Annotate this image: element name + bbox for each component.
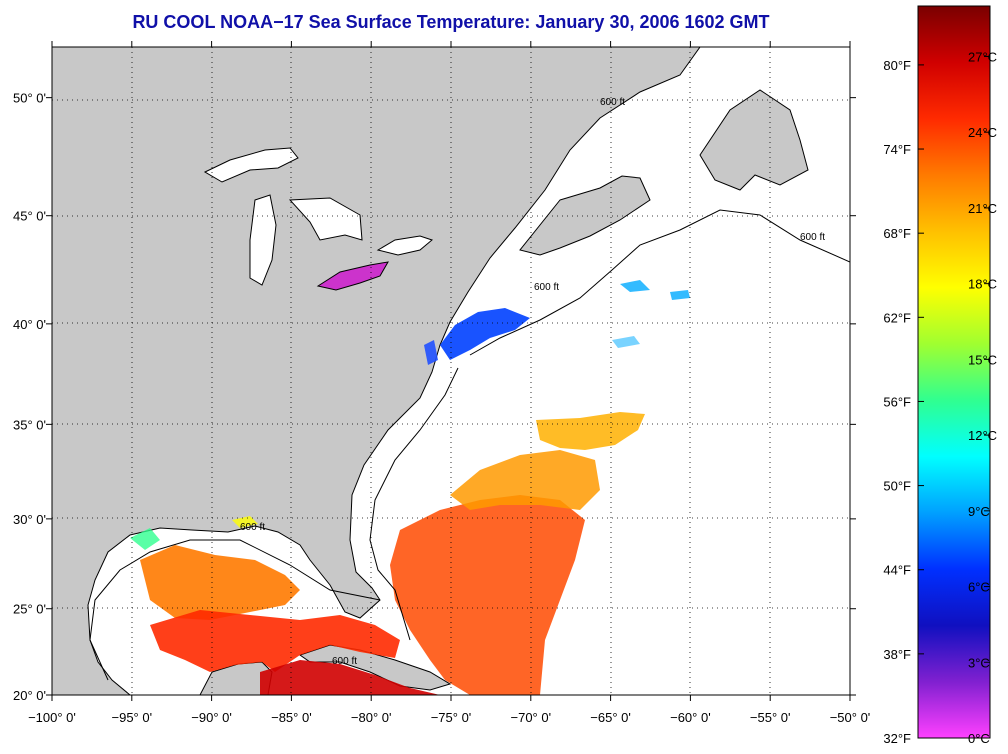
longitude-label: −75° 0' bbox=[431, 710, 472, 725]
sst-data-patches bbox=[130, 280, 690, 695]
fahrenheit-label: 50°F bbox=[883, 479, 911, 494]
contour-label: 600 ft bbox=[800, 232, 825, 243]
map-title: RU COOL NOAA−17 Sea Surface Temperature:… bbox=[132, 12, 770, 32]
contour-label: 600 ft bbox=[600, 97, 625, 108]
celsius-label: 27°C bbox=[968, 49, 997, 64]
lake-ontario bbox=[376, 235, 434, 256]
fahrenheit-label: 80°F bbox=[883, 58, 911, 73]
sst-patch-slope bbox=[612, 336, 640, 348]
latitude-label: 20° 0' bbox=[13, 688, 46, 703]
fahrenheit-label: 74°F bbox=[883, 142, 911, 157]
latitude-labels: 20° 0' 25° 0' 30° 0' 35° 0' 40° 0' 45° 0' 50° … bbox=[13, 91, 46, 703]
fahrenheit-label: 68°F bbox=[883, 226, 911, 241]
lake-huron bbox=[288, 197, 363, 241]
contour-label: 600 ft bbox=[240, 522, 265, 533]
colorbar-ticks bbox=[918, 55, 990, 739]
celsius-label: 18°C bbox=[968, 277, 997, 292]
latitude-label: 50° 0' bbox=[13, 91, 46, 106]
longitude-label: −95° 0' bbox=[112, 710, 153, 725]
longitude-label: −50° 0' bbox=[830, 710, 871, 725]
latitude-label: 35° 0' bbox=[13, 417, 46, 432]
bathymetry-contour-600ft bbox=[89, 209, 850, 681]
longitude-label: −65° 0' bbox=[590, 710, 631, 725]
contour-label: 600 ft bbox=[534, 282, 559, 293]
sst-patch-caribbean bbox=[260, 660, 440, 695]
latitude-label: 45° 0' bbox=[13, 209, 46, 224]
celsius-label: 12°C bbox=[968, 428, 997, 443]
tick-marks bbox=[46, 41, 856, 701]
maritimes-land bbox=[519, 175, 651, 256]
sst-patch-atlantic-south bbox=[390, 495, 585, 695]
longitude-label: −60° 0' bbox=[670, 710, 711, 725]
lake-erie bbox=[316, 261, 389, 291]
lat-lon-grid bbox=[52, 47, 850, 695]
fahrenheit-label: 44°F bbox=[883, 563, 911, 578]
fahrenheit-label: 62°F bbox=[883, 310, 911, 325]
fahrenheit-label: 32°F bbox=[883, 731, 911, 746]
longitude-label: −70° 0' bbox=[511, 710, 552, 725]
fahrenheit-label: 38°F bbox=[883, 647, 911, 662]
sst-patch-gulf-south bbox=[150, 610, 400, 672]
lake-superior bbox=[203, 147, 299, 183]
contour-label: 600 ft bbox=[332, 656, 357, 667]
sst-patch-scotian-1 bbox=[620, 280, 650, 292]
celsius-label: 15°C bbox=[968, 352, 997, 367]
sst-patch-gulf-ne-coast bbox=[130, 528, 160, 550]
longitude-label: −85° 0' bbox=[271, 710, 312, 725]
lake-michigan bbox=[249, 194, 277, 286]
longitude-label: −90° 0' bbox=[191, 710, 232, 725]
sst-patch-scotian-2 bbox=[670, 290, 690, 300]
celsius-label: 9°C bbox=[968, 504, 990, 519]
latitude-label: 25° 0' bbox=[13, 602, 46, 617]
celsius-label: 24°C bbox=[968, 125, 997, 140]
colorbar-celsius-labels: 27°C 24°C 21°C 18°C 15°C 12°C 9°C 6°C 3°C 0°C bbox=[968, 49, 997, 746]
longitude-label: −55° 0' bbox=[750, 710, 791, 725]
sst-patch-atlantic-mid bbox=[450, 450, 600, 510]
latitude-label: 30° 0' bbox=[13, 512, 46, 527]
celsius-label: 3°C bbox=[968, 655, 990, 670]
celsius-label: 6°C bbox=[968, 580, 990, 595]
longitude-labels: −100° 0' −95° 0' −90° 0' −85° 0' −80° 0' −75°… bbox=[28, 710, 870, 725]
sst-patch-mid-atlantic-bight bbox=[440, 308, 530, 360]
sst-patch-chesapeake bbox=[424, 340, 438, 365]
sst-patch-offshore-north bbox=[536, 412, 645, 450]
latitude-label: 40° 0' bbox=[13, 317, 46, 332]
sst-patch-florida-coast bbox=[232, 516, 258, 528]
colorbar-fahrenheit-labels: 80°F 74°F 68°F 62°F 56°F 50°F 44°F 38°F 32°F bbox=[883, 58, 911, 746]
sst-patch-gulf-north bbox=[140, 545, 300, 620]
colorbar bbox=[917, 5, 991, 739]
longitude-label: −100° 0' bbox=[28, 710, 76, 725]
celsius-label: 0°C bbox=[968, 731, 990, 746]
longitude-label: −80° 0' bbox=[351, 710, 392, 725]
fahrenheit-label: 56°F bbox=[883, 394, 911, 409]
celsius-label: 21°C bbox=[968, 201, 997, 216]
map-area[interactable]: 600 ft 600 ft 600 ft 600 ft 600 ft bbox=[52, 47, 850, 695]
newfoundland-land bbox=[699, 89, 809, 191]
